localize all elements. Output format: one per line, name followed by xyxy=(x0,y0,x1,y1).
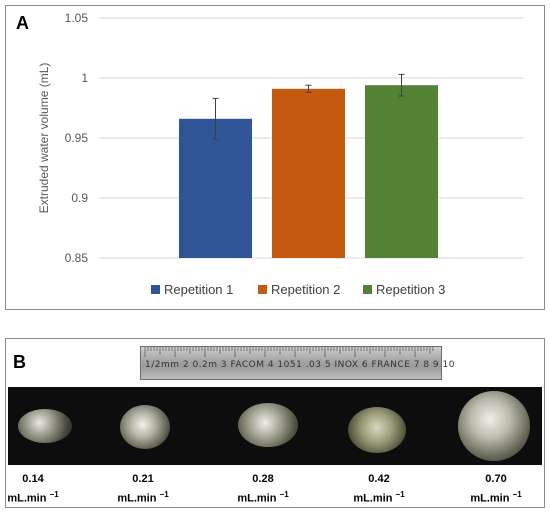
legend-label-1: Repetition 1 xyxy=(164,282,233,297)
y-tick-label: 1 xyxy=(81,71,88,85)
sample-photo xyxy=(8,387,542,465)
sample-label-1: 0.14 mL.min −1 xyxy=(0,472,78,507)
legend-label-2: Repetition 2 xyxy=(271,282,340,297)
sample-blob-2 xyxy=(120,405,170,449)
bar-chart: 0.85 0.9 0.95 1 1.05 Extruded water volume (m… xyxy=(37,11,524,297)
rate-unit: mL.min −1 xyxy=(353,490,405,505)
rate-value: 0.14 xyxy=(22,473,44,485)
panel-letter-b: B xyxy=(13,352,26,372)
rate-value: 0.28 xyxy=(252,473,274,485)
sample-blob-5 xyxy=(458,391,530,461)
sample-blob-4 xyxy=(348,407,406,453)
rate-unit: mL.min −1 xyxy=(7,490,59,505)
ruler-ticks xyxy=(144,347,434,357)
bar-3 xyxy=(365,85,438,258)
rate-value: 0.70 xyxy=(485,473,507,485)
y-axis-label: Extruded water volume (mL) xyxy=(37,63,51,214)
legend-swatch-2 xyxy=(258,285,267,294)
panel-b: B 1/2mm 2 0.2m 3 FACOM 4 1051 .03 5 INOX… xyxy=(5,338,545,508)
y-tick-label: 0.95 xyxy=(65,131,89,145)
panel-a: A 0.85 0.9 0.95 1 1.05 Extruded water volume … xyxy=(5,5,545,310)
rate-value: 0.42 xyxy=(368,473,390,485)
bar-1 xyxy=(179,118,252,258)
rate-unit: mL.min −1 xyxy=(470,490,522,505)
y-tick-label: 1.05 xyxy=(65,11,89,25)
ruler-markings: 1/2mm 2 0.2m 3 FACOM 4 1051 .03 5 INOX 6… xyxy=(145,360,455,370)
sample-label-4: 0.42 mL.min −1 xyxy=(334,472,424,507)
panel-letter-a: A xyxy=(16,13,29,33)
rate-unit: mL.min −1 xyxy=(237,490,289,505)
legend-label-3: Repetition 3 xyxy=(376,282,445,297)
ruler-image: 1/2mm 2 0.2m 3 FACOM 4 1051 .03 5 INOX 6… xyxy=(140,346,454,380)
y-tick-label: 0.9 xyxy=(71,191,88,205)
sample-label-2: 0.21 mL.min −1 xyxy=(98,472,188,507)
sample-blob-3 xyxy=(238,403,298,447)
legend-swatch-1 xyxy=(151,285,160,294)
rate-unit: mL.min −1 xyxy=(117,490,169,505)
sample-label-5: 0.70 mL.min −1 xyxy=(451,472,541,507)
sample-blob-1 xyxy=(18,409,72,443)
y-tick-label: 0.85 xyxy=(65,251,89,265)
bar-2 xyxy=(272,88,345,258)
legend-swatch-3 xyxy=(363,285,372,294)
rate-value: 0.21 xyxy=(132,473,154,485)
sample-label-3: 0.28 mL.min −1 xyxy=(218,472,308,507)
